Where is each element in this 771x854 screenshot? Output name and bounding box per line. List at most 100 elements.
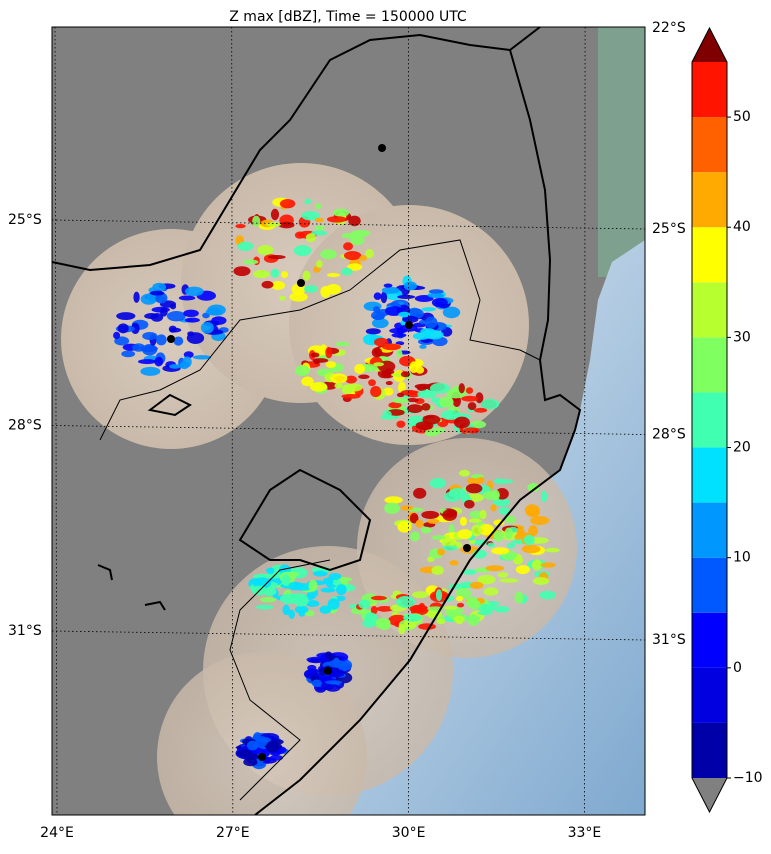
echo [398, 521, 412, 533]
echo [522, 545, 541, 553]
echo [315, 203, 322, 209]
echo [490, 504, 496, 511]
echo [315, 225, 325, 230]
echo [320, 286, 331, 298]
echo [470, 582, 484, 589]
echo [459, 383, 465, 393]
echo [328, 598, 340, 609]
echo [333, 657, 340, 666]
echo [418, 623, 436, 630]
colorbar-bin [692, 282, 727, 337]
echo [309, 580, 318, 592]
echo [540, 562, 555, 567]
echo [374, 292, 382, 300]
echo [439, 397, 454, 408]
echo [279, 296, 286, 301]
echo [533, 577, 549, 585]
echo [372, 347, 383, 357]
echo [152, 283, 166, 292]
colorbar-tick-label: 30 [733, 329, 751, 345]
echo [167, 311, 186, 321]
echo [373, 362, 384, 366]
echo [335, 342, 350, 346]
echo [316, 260, 323, 268]
colorbar-bin [692, 448, 727, 503]
echo [419, 345, 426, 349]
echo [325, 347, 332, 358]
echo [313, 571, 328, 577]
echo [487, 543, 495, 548]
colorbar-tick-label: 20 [733, 440, 751, 456]
echo [423, 415, 441, 425]
echo [409, 361, 418, 373]
echo [494, 531, 504, 542]
echo [463, 427, 479, 433]
echo [243, 260, 258, 265]
echo [368, 379, 376, 386]
echo [238, 242, 254, 251]
radar-site [258, 753, 266, 761]
echo [437, 548, 445, 555]
echo [407, 404, 423, 413]
echo [421, 307, 435, 311]
echo [132, 343, 145, 352]
echo [412, 591, 429, 598]
echo [326, 361, 337, 368]
echo [201, 322, 214, 334]
echo [341, 394, 360, 399]
echo [183, 310, 199, 317]
echo [428, 293, 444, 298]
echo [469, 600, 481, 610]
colorbar-tick-label: 10 [733, 550, 751, 566]
echo [140, 367, 160, 376]
echo [293, 595, 309, 607]
echo [236, 750, 252, 758]
lat-label-right: 28°S [652, 427, 686, 443]
echo [307, 672, 321, 676]
echo [396, 421, 405, 428]
echo [425, 429, 439, 437]
echo [295, 232, 305, 239]
echo [358, 600, 370, 609]
echo [358, 375, 370, 379]
echo [396, 350, 402, 358]
echo [401, 505, 413, 510]
echo [267, 567, 274, 574]
echo [336, 584, 347, 595]
echo [444, 535, 450, 539]
echo [498, 572, 509, 577]
echo [233, 266, 250, 276]
echo [243, 758, 257, 766]
lon-label: 33°E [568, 825, 602, 841]
echo [344, 251, 361, 260]
echo [444, 610, 454, 616]
echo [312, 358, 328, 363]
echo [449, 488, 466, 498]
colorbar-bin [692, 503, 727, 558]
echo [185, 287, 204, 296]
echo [333, 209, 349, 217]
echo [391, 333, 406, 338]
echo [481, 399, 499, 410]
echo [281, 271, 288, 278]
echo [364, 613, 377, 624]
echo [530, 516, 549, 525]
echo [539, 591, 556, 600]
echo [320, 588, 335, 593]
lat-label-left: 25°S [8, 212, 42, 228]
echo [382, 287, 400, 294]
echo [485, 565, 504, 571]
echo [169, 364, 181, 369]
colorbar-under [692, 778, 727, 812]
lon-label: 27°E [216, 825, 250, 841]
colorbar-bin [692, 337, 727, 392]
echo [295, 606, 309, 614]
radar-site [324, 667, 332, 675]
echo [342, 233, 357, 239]
echo [384, 283, 393, 287]
colorbar-bin [692, 668, 727, 723]
lat-label-right: 25°S [652, 221, 686, 237]
echo [524, 535, 535, 546]
echo [499, 578, 519, 582]
